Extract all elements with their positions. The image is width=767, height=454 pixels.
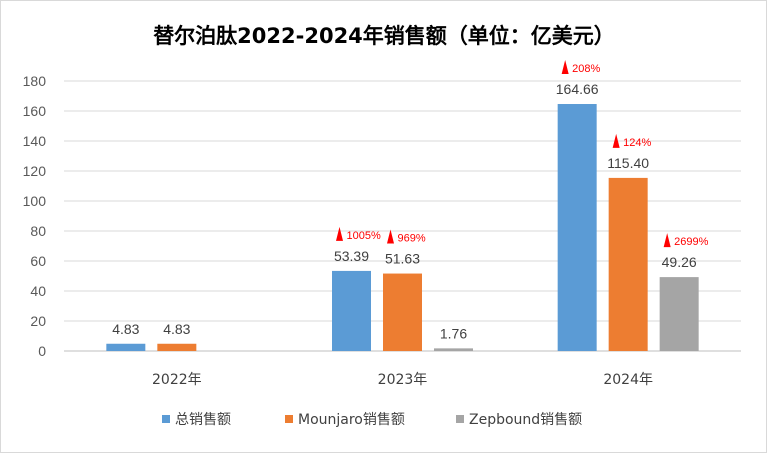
bar xyxy=(106,343,146,351)
growth-label: 1005% xyxy=(347,230,381,242)
y-tick-label: 40 xyxy=(30,283,46,299)
data-label: 1.76 xyxy=(440,325,467,341)
legend-label: Zepbound销售额 xyxy=(469,412,582,428)
bar xyxy=(659,277,699,351)
bar xyxy=(608,177,648,351)
bar xyxy=(383,273,422,351)
category-label: 2024年 xyxy=(603,372,653,388)
chart-title: 替尔泊肽2022-2024年销售额（单位：亿美元） xyxy=(153,24,615,48)
legend-label: Mounjaro销售额 xyxy=(298,412,405,428)
growth-up-triangle-icon xyxy=(336,226,343,241)
y-tick-label: 0 xyxy=(38,343,46,359)
y-tick-label: 180 xyxy=(23,73,47,89)
data-label: 4.83 xyxy=(163,321,190,337)
legend-swatch xyxy=(285,415,293,423)
y-tick-label: 160 xyxy=(23,103,47,119)
bar xyxy=(332,270,371,351)
growth-up-triangle-icon xyxy=(612,133,620,148)
y-tick-label: 20 xyxy=(30,313,46,329)
bar xyxy=(157,343,197,351)
y-tick-label: 100 xyxy=(23,193,47,209)
data-label: 53.39 xyxy=(334,248,369,264)
growth-up-triangle-icon xyxy=(387,229,394,244)
growth-label: 124% xyxy=(623,137,651,149)
y-tick-label: 60 xyxy=(30,253,46,269)
bar xyxy=(434,348,473,351)
growth-label: 208% xyxy=(572,63,600,75)
data-label: 51.63 xyxy=(385,251,420,267)
y-axis-ticks: 0 20 40 60 80 100 120 140 160 180 xyxy=(23,73,47,359)
growth-up-triangle-icon xyxy=(663,233,671,248)
data-label: 4.83 xyxy=(112,321,139,337)
legend-swatch xyxy=(456,415,464,423)
x-axis-categories: 2022年 2023年 2024年 xyxy=(152,372,653,388)
data-label: 115.40 xyxy=(607,155,649,171)
gridlines xyxy=(64,80,741,352)
legend-swatch xyxy=(162,415,170,423)
y-tick-label: 80 xyxy=(30,223,46,239)
y-tick-label: 140 xyxy=(23,133,47,149)
legend: 总销售额 Mounjaro销售额 Zepbound销售额 xyxy=(162,412,582,428)
category-label: 2023年 xyxy=(378,372,428,388)
y-tick-label: 120 xyxy=(23,163,47,179)
legend-label: 总销售额 xyxy=(175,412,231,428)
growth-up-triangle-icon xyxy=(561,60,569,75)
bars xyxy=(106,104,699,351)
data-label: 49.26 xyxy=(662,254,697,270)
data-label: 164.66 xyxy=(556,81,599,97)
growth-label: 969% xyxy=(398,233,426,245)
data-labels: 4.83 4.83 53.39 1005% 51.63 969% 1.76 164.66 208… xyxy=(112,60,709,341)
bar xyxy=(557,104,597,351)
growth-label: 2699% xyxy=(674,236,708,248)
category-label: 2022年 xyxy=(152,372,202,388)
